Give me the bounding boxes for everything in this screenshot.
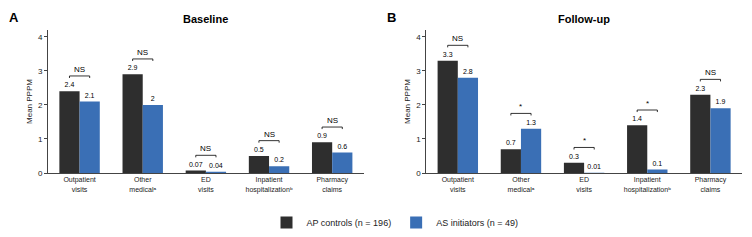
svg-text:NS: NS — [264, 130, 275, 139]
svg-text:0.3: 0.3 — [569, 153, 579, 160]
svg-text:B: B — [387, 10, 396, 25]
svg-text:Pharmacyclaims: Pharmacyclaims — [316, 176, 348, 192]
svg-text:0: 0 — [38, 169, 43, 178]
svg-text:Outpatientvisits: Outpatientvisits — [63, 176, 95, 192]
svg-text:A: A — [9, 10, 19, 25]
svg-text:2.4: 2.4 — [65, 81, 75, 88]
svg-text:2.8: 2.8 — [463, 68, 473, 75]
svg-text:Mean PPPM: Mean PPPM — [403, 79, 412, 124]
svg-text:2: 2 — [151, 95, 155, 102]
svg-text:0.1: 0.1 — [652, 160, 662, 167]
svg-text:2.9: 2.9 — [128, 64, 138, 71]
svg-text:1.3: 1.3 — [526, 119, 536, 126]
svg-text:NS: NS — [452, 34, 463, 43]
svg-text:0.7: 0.7 — [506, 139, 516, 146]
svg-text:NS: NS — [327, 116, 338, 125]
svg-text:4: 4 — [416, 33, 421, 42]
svg-text:NS: NS — [137, 48, 148, 57]
svg-text:0.04: 0.04 — [209, 162, 223, 169]
svg-text:*: * — [519, 102, 522, 111]
svg-text:0.9: 0.9 — [317, 132, 327, 139]
svg-text:AP controls (n = 196): AP controls (n = 196) — [307, 218, 392, 228]
svg-text:4: 4 — [38, 33, 43, 42]
svg-text:Othermedicalᵃ: Othermedicalᵃ — [508, 176, 535, 192]
svg-text:3: 3 — [416, 67, 421, 76]
svg-text:EDvisits: EDvisits — [576, 176, 592, 192]
svg-text:0: 0 — [416, 169, 421, 178]
svg-text:*: * — [646, 99, 649, 108]
svg-text:1.9: 1.9 — [716, 98, 726, 105]
svg-text:1: 1 — [38, 135, 43, 144]
svg-text:0.5: 0.5 — [254, 146, 264, 153]
svg-text:3: 3 — [38, 67, 43, 76]
svg-text:*: * — [583, 136, 586, 145]
svg-text:Inpatienthospitalizationᵇ: Inpatienthospitalizationᵇ — [624, 176, 671, 193]
svg-text:Baseline: Baseline — [183, 13, 228, 25]
svg-text:0.6: 0.6 — [337, 143, 347, 150]
svg-text:Othermedicalᵃ: Othermedicalᵃ — [129, 176, 156, 192]
svg-text:2: 2 — [416, 101, 421, 110]
svg-text:2.1: 2.1 — [85, 92, 95, 99]
svg-text:3.3: 3.3 — [443, 51, 453, 58]
svg-text:0.07: 0.07 — [189, 161, 203, 168]
svg-text:NS: NS — [200, 144, 211, 153]
svg-text:2.3: 2.3 — [695, 85, 705, 92]
svg-text:Follow-up: Follow-up — [558, 13, 610, 25]
svg-text:2: 2 — [38, 101, 43, 110]
svg-text:Outpatientvisits: Outpatientvisits — [442, 176, 474, 192]
svg-text:1: 1 — [416, 135, 421, 144]
svg-text:Inpatienthospitalizationᵇ: Inpatienthospitalizationᵇ — [246, 176, 293, 193]
svg-text:0.01: 0.01 — [587, 163, 601, 170]
svg-text:AS initiators (n = 49): AS initiators (n = 49) — [436, 218, 518, 228]
svg-text:NS: NS — [74, 65, 85, 74]
svg-text:Pharmacyclaims: Pharmacyclaims — [695, 176, 727, 192]
svg-text:1.4: 1.4 — [632, 115, 642, 122]
svg-text:EDvisits: EDvisits — [198, 176, 214, 192]
svg-text:NS: NS — [705, 68, 716, 77]
svg-text:Mean PPPM: Mean PPPM — [25, 79, 34, 124]
svg-text:0.2: 0.2 — [274, 156, 284, 163]
